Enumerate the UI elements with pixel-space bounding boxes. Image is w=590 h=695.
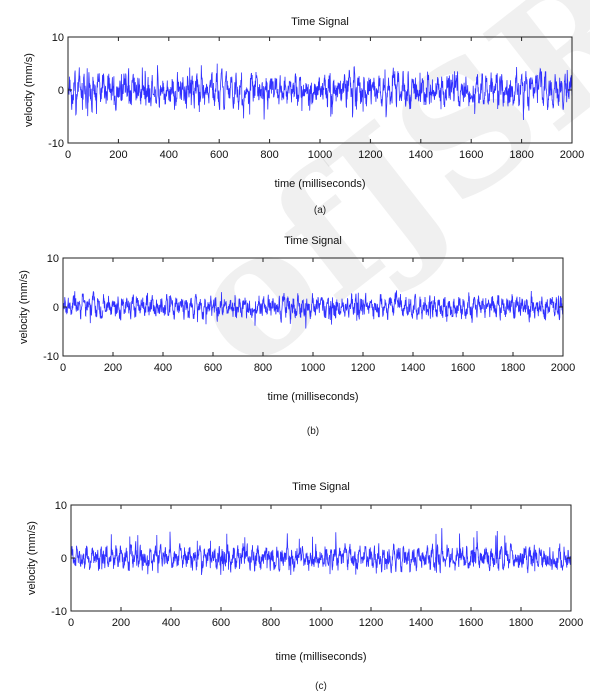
x-tick-label: 400 bbox=[160, 149, 178, 161]
x-tick-label: 1200 bbox=[359, 617, 383, 629]
x-tick-label: 200 bbox=[109, 149, 127, 161]
x-tick-label: 1000 bbox=[301, 362, 325, 374]
x-tick-label: 400 bbox=[154, 362, 172, 374]
x-tick-label: 1000 bbox=[308, 149, 332, 161]
chart-title: Time Signal bbox=[284, 235, 342, 247]
chart-title: Time Signal bbox=[292, 481, 350, 493]
x-tick-label: 1800 bbox=[509, 149, 533, 161]
signal-line bbox=[102, 290, 564, 329]
x-tick-label: 600 bbox=[204, 362, 222, 374]
x-tick-label: 1600 bbox=[459, 149, 483, 161]
y-tick-label: -10 bbox=[48, 138, 64, 150]
y-tick-label: 10 bbox=[55, 500, 67, 512]
x-tick-label: 1600 bbox=[451, 362, 475, 374]
chart-panel-a: Time Signal 0 200 400 600 800 1000 1200 1400 1600… bbox=[23, 16, 584, 216]
x-tick-label: 800 bbox=[260, 149, 278, 161]
chart-panel-c: Time Signal 0 200 400 600 800 1000 1200 1400 1600… bbox=[26, 481, 583, 692]
x-tick-label: 1000 bbox=[309, 617, 333, 629]
x-axis-label: time (milliseconds) bbox=[275, 651, 366, 663]
x-axis-label: time (milliseconds) bbox=[274, 178, 365, 190]
panel-caption: (a) bbox=[314, 205, 326, 216]
x-axis-label: time (milliseconds) bbox=[267, 391, 358, 403]
x-tick-label: 1400 bbox=[409, 617, 433, 629]
y-axis-label: velocity (mm/s) bbox=[23, 53, 35, 127]
y-tick-label: 0 bbox=[61, 553, 67, 565]
x-tick-label: 200 bbox=[112, 617, 130, 629]
y-tick-label: 10 bbox=[47, 253, 59, 265]
x-tick-label: 600 bbox=[212, 617, 230, 629]
x-tick-label: 800 bbox=[262, 617, 280, 629]
signal-line bbox=[70, 528, 572, 576]
y-axis-label: velocity (mm/s) bbox=[18, 270, 30, 344]
chart-panel-b: Time Signal 0 200 400 600 800 1000 1200 1400 1600… bbox=[18, 235, 575, 437]
x-tick-label: 800 bbox=[254, 362, 272, 374]
x-tick-label: 0 bbox=[65, 149, 71, 161]
x-tick-label: 1800 bbox=[509, 617, 533, 629]
x-tick-label: 1200 bbox=[358, 149, 382, 161]
x-tick-label: 1200 bbox=[351, 362, 375, 374]
x-tick-label: 1400 bbox=[409, 149, 433, 161]
x-tick-label: 2000 bbox=[560, 149, 584, 161]
signal-line-faint bbox=[62, 291, 104, 324]
y-tick-label: -10 bbox=[43, 351, 59, 363]
x-tick-label: 0 bbox=[68, 617, 74, 629]
y-tick-label: -10 bbox=[51, 606, 67, 618]
y-tick-label: 0 bbox=[58, 85, 64, 97]
x-tick-label: 2000 bbox=[551, 362, 575, 374]
panel-caption: (c) bbox=[315, 681, 327, 692]
chart-title: Time Signal bbox=[291, 16, 349, 28]
x-tick-label: 200 bbox=[104, 362, 122, 374]
x-tick-label: 2000 bbox=[559, 617, 583, 629]
x-tick-label: 1800 bbox=[501, 362, 525, 374]
panel-caption: (b) bbox=[307, 426, 319, 437]
y-tick-label: 10 bbox=[52, 32, 64, 44]
signal-line bbox=[67, 63, 573, 121]
x-tick-label: 1600 bbox=[459, 617, 483, 629]
y-axis-label: velocity (mm/s) bbox=[26, 521, 38, 595]
y-tick-label: 0 bbox=[53, 302, 59, 314]
x-tick-label: 400 bbox=[162, 617, 180, 629]
x-tick-label: 600 bbox=[210, 149, 228, 161]
watermark-text: ofJSR bbox=[148, 0, 590, 409]
x-tick-label: 1400 bbox=[401, 362, 425, 374]
x-tick-label: 0 bbox=[60, 362, 66, 374]
